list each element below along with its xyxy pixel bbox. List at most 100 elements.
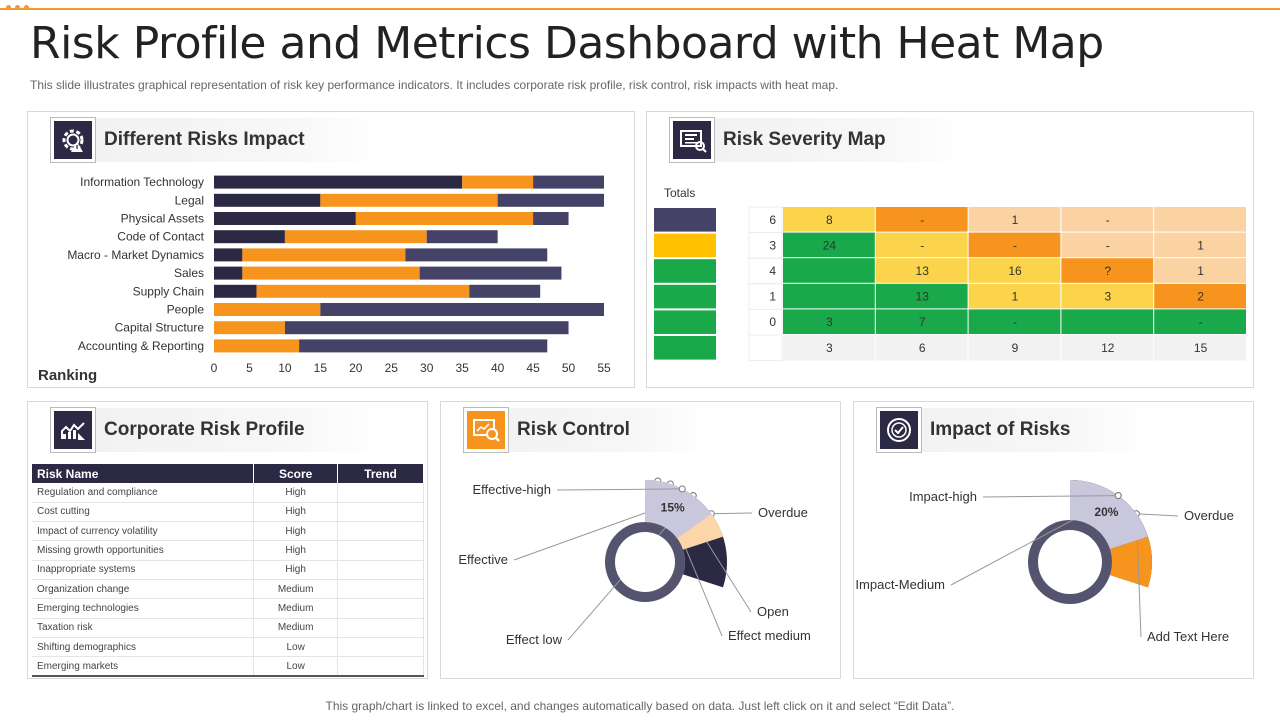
callout-label: Impact-Medium [855, 577, 945, 592]
row-label: 0 [769, 315, 776, 329]
bar-segment [284, 321, 569, 335]
heat-cell [783, 258, 875, 283]
risks-impact-header: Different Risks Impact [50, 117, 385, 163]
bar-segment [214, 230, 285, 244]
col-label-cell [1061, 335, 1154, 361]
heat-cell [1154, 258, 1246, 283]
risk-trend-cell [337, 579, 424, 600]
heat-cell [1154, 283, 1246, 309]
icon-frame [50, 407, 96, 453]
heat-cell [875, 309, 968, 334]
impact-title: Impact of Risks [930, 419, 1071, 440]
profile-header: Corporate Risk Profile [50, 407, 385, 453]
magnifier-chart-icon [467, 411, 505, 449]
severity-panel: Risk Severity Map Totals 6 8-1-3 24- - -1 4 13 1… [646, 111, 1254, 388]
risk-score-cell: Low [253, 637, 339, 658]
heat-cell [875, 232, 968, 258]
col-risk-name: Risk Name [32, 464, 255, 483]
bar-segment [462, 175, 534, 189]
bar-category-label: Legal [175, 193, 204, 207]
heat-cell [875, 207, 968, 232]
x-tick-label: 0 [211, 361, 218, 375]
heat-cell [1154, 207, 1246, 232]
risk-score-cell: Low [253, 656, 339, 677]
bar-segment [533, 175, 604, 189]
page-subtitle: This slide illustrates graphical represe… [30, 78, 839, 92]
bar-category-label: Capital Structure [115, 321, 205, 335]
heat-cell-value: 8 [826, 213, 833, 227]
heat-cell [1061, 232, 1154, 258]
heat-cell-value: 1 [1197, 238, 1204, 252]
risk-name-cell: Emerging markets [32, 656, 254, 677]
x-tick-label: 50 [562, 361, 576, 375]
bar-category-label: Supply Chain [133, 284, 204, 298]
col-label: 3 [826, 341, 833, 355]
impact-header: Impact of Risks [876, 407, 1151, 453]
table-row: Shifting demographics Low [32, 637, 424, 658]
col-label-cell [968, 335, 1061, 361]
bar-segment [405, 248, 548, 262]
severity-title: Risk Severity Map [723, 129, 886, 150]
table-row: Emerging technologies Medium [32, 598, 424, 619]
heat-cell-value: 16 [1008, 264, 1022, 278]
col-trend: Trend [337, 464, 424, 483]
risk-name-cell: Shifting demographics [32, 637, 254, 658]
donut-hole [615, 532, 675, 592]
risk-trend-cell [337, 540, 424, 561]
heat-cell [968, 232, 1061, 258]
heat-cell [783, 309, 875, 334]
heat-cell [1061, 309, 1154, 334]
heat-cell-value: 24 [823, 238, 837, 252]
legend-swatch [654, 310, 716, 334]
row-label: 4 [769, 264, 776, 278]
bar-segment [214, 339, 300, 353]
bar-category-label: Information Technology [80, 175, 204, 189]
callout-line [982, 495, 1119, 498]
heat-cell [783, 232, 875, 258]
x-axis-title: Ranking [38, 367, 97, 384]
risks-impact-panel: Different Risks Impact Information Techn… [27, 111, 635, 388]
badge-icon [880, 411, 918, 449]
control-header: Risk Control [463, 407, 710, 453]
table-row: Taxation risk Medium [32, 618, 424, 638]
donut-percent-label: 20% [1094, 505, 1118, 519]
row-label: 6 [769, 213, 776, 227]
col-label: 9 [1012, 341, 1019, 355]
heat-cell-value: 1 [1012, 290, 1019, 304]
bar-segment [533, 212, 569, 225]
callout-label: Overdue [1184, 508, 1234, 523]
impact-panel: Impact of Risks 30%Overdue30%Add Text He… [853, 401, 1254, 679]
risk-trend-cell [337, 656, 424, 677]
monitor-chart-icon [673, 121, 711, 159]
x-tick-label: 35 [456, 361, 470, 375]
callout-label: Overdue [758, 505, 808, 520]
row-label: 3 [769, 238, 776, 252]
bar-category-label: People [167, 303, 205, 317]
x-tick-label: 40 [491, 361, 505, 375]
row-label-cell [748, 257, 783, 285]
col-label: 6 [919, 341, 926, 355]
heat-cell-value: 1 [1197, 264, 1204, 278]
callout-label: Effect low [506, 632, 563, 647]
row-label-cell [748, 206, 783, 234]
bar-segment [214, 212, 356, 225]
donut-slice [645, 480, 712, 539]
bar-category-label: Code of Contact [117, 230, 204, 244]
col-score: Score [253, 464, 339, 483]
risk-name-cell: Inappropriate systems [32, 560, 254, 580]
bar-segment [214, 193, 321, 207]
legend-swatch [654, 336, 716, 360]
x-tick-label: 10 [278, 361, 292, 375]
row-label: 1 [769, 290, 776, 304]
row-label-cell [748, 283, 783, 310]
callout-label: Impact-high [909, 489, 977, 504]
risk-name-cell: Organization change [32, 579, 254, 600]
bar-category-label: Physical Assets [121, 212, 204, 226]
icon-frame [669, 117, 715, 163]
callout-line [556, 488, 683, 491]
callout-line [711, 512, 753, 515]
heat-cell-value: 2 [1197, 290, 1204, 304]
callout-label: Add Text Here [1147, 629, 1229, 644]
bar-segment [284, 230, 427, 244]
